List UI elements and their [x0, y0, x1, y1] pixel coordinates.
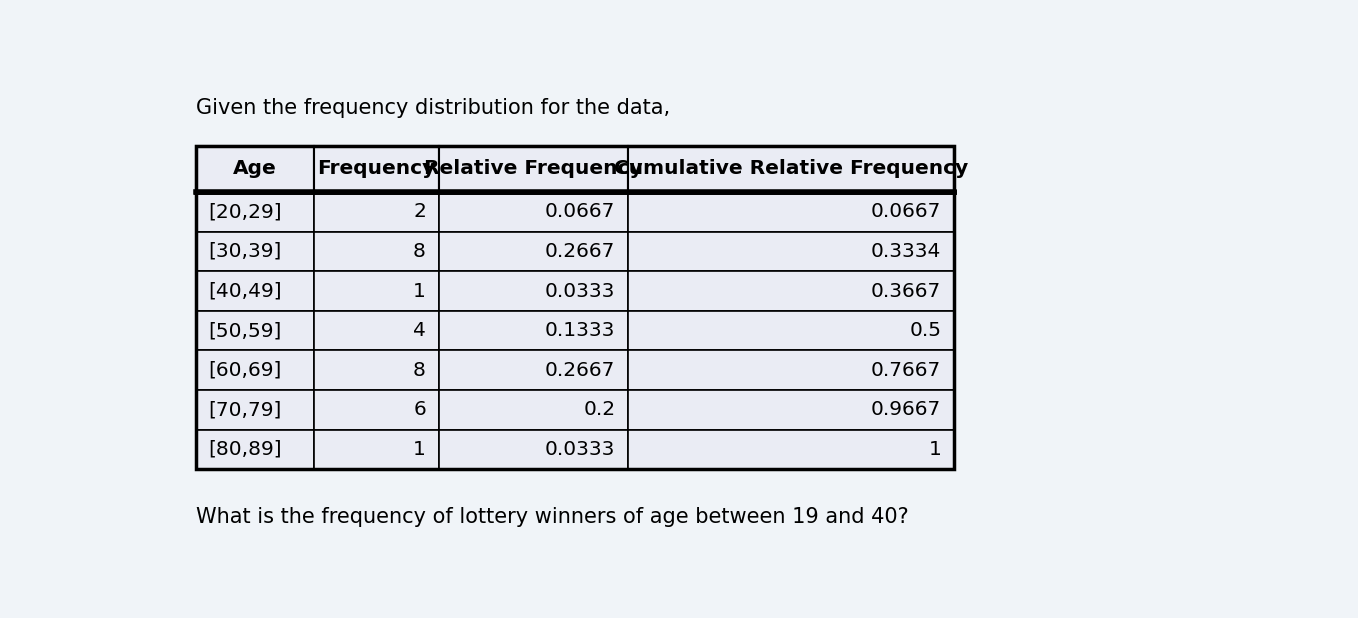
Text: 0.0667: 0.0667 — [870, 202, 941, 221]
Text: Age: Age — [234, 159, 277, 179]
Bar — [439, 390, 627, 430]
Bar — [314, 390, 439, 430]
Bar — [439, 271, 627, 311]
Bar — [627, 145, 953, 192]
Text: 0.0333: 0.0333 — [545, 440, 615, 459]
Bar — [314, 232, 439, 271]
Text: 0.3667: 0.3667 — [870, 282, 941, 300]
Bar — [627, 192, 953, 232]
Text: 2: 2 — [413, 202, 426, 221]
Bar — [627, 430, 953, 469]
Text: [20,29]: [20,29] — [209, 202, 282, 221]
Bar — [314, 430, 439, 469]
Bar — [627, 390, 953, 430]
Text: 1: 1 — [929, 440, 941, 459]
Bar — [196, 145, 314, 192]
Bar — [627, 311, 953, 350]
Text: 0.5: 0.5 — [910, 321, 941, 340]
Text: 1: 1 — [413, 282, 426, 300]
Bar — [439, 145, 627, 192]
Text: 0.2: 0.2 — [583, 400, 615, 419]
Bar — [314, 311, 439, 350]
Bar — [439, 311, 627, 350]
Text: Relative Frequency: Relative Frequency — [424, 159, 642, 179]
Bar — [196, 350, 314, 390]
Text: [40,49]: [40,49] — [209, 282, 282, 300]
Text: What is the frequency of lottery winners of age between 19 and 40?: What is the frequency of lottery winners… — [196, 507, 909, 527]
Text: 0.2667: 0.2667 — [545, 242, 615, 261]
Text: [50,59]: [50,59] — [209, 321, 282, 340]
Bar — [196, 390, 314, 430]
Text: [30,39]: [30,39] — [209, 242, 282, 261]
Text: [60,69]: [60,69] — [209, 361, 282, 379]
Text: 1: 1 — [413, 440, 426, 459]
Bar — [439, 192, 627, 232]
Text: Given the frequency distribution for the data,: Given the frequency distribution for the… — [196, 98, 671, 118]
Bar — [196, 430, 314, 469]
Bar — [314, 192, 439, 232]
Bar — [314, 271, 439, 311]
Bar — [439, 430, 627, 469]
Text: 0.0333: 0.0333 — [545, 282, 615, 300]
Text: [70,79]: [70,79] — [209, 400, 282, 419]
Text: Frequency: Frequency — [316, 159, 435, 179]
Text: [80,89]: [80,89] — [209, 440, 282, 459]
Text: 8: 8 — [413, 361, 426, 379]
Text: 8: 8 — [413, 242, 426, 261]
Bar — [439, 232, 627, 271]
Bar — [196, 271, 314, 311]
Text: 0.2667: 0.2667 — [545, 361, 615, 379]
Bar — [196, 311, 314, 350]
Text: 4: 4 — [413, 321, 426, 340]
Bar — [314, 145, 439, 192]
Text: 0.9667: 0.9667 — [870, 400, 941, 419]
Text: 6: 6 — [413, 400, 426, 419]
Bar — [196, 232, 314, 271]
Text: 0.3334: 0.3334 — [870, 242, 941, 261]
Bar — [627, 350, 953, 390]
Text: 0.0667: 0.0667 — [545, 202, 615, 221]
Bar — [627, 271, 953, 311]
Text: Cumulative Relative Frequency: Cumulative Relative Frequency — [614, 159, 968, 179]
Text: 0.7667: 0.7667 — [870, 361, 941, 379]
Bar — [627, 232, 953, 271]
Bar — [196, 192, 314, 232]
Bar — [314, 350, 439, 390]
Bar — [439, 350, 627, 390]
Text: 0.1333: 0.1333 — [545, 321, 615, 340]
